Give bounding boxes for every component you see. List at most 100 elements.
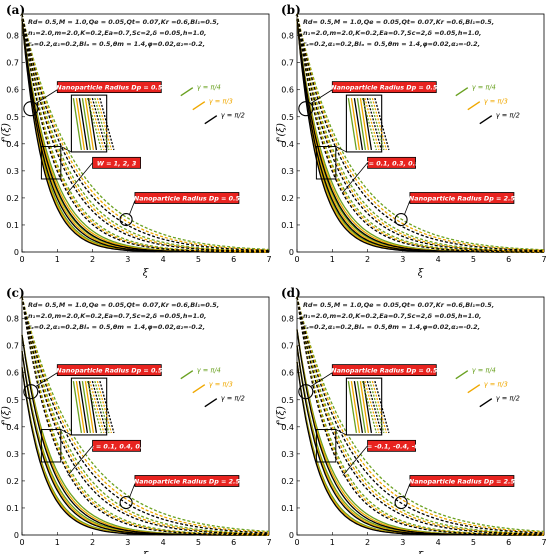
panel-a: 0 1 2 3 4 5 6 7 0 0.1 0.2 0.3 0.4 0.5 0.6 0.7 0.8 ξ f'(ξ) (… <box>1 3 272 279</box>
legend-swatch <box>180 370 194 380</box>
inset-connector <box>335 429 347 436</box>
dp-small-box <box>56 81 162 94</box>
series-line-dashed <box>21 13 270 252</box>
param-range-label: α₂ = 0.1, 0.4, 0.7 <box>86 442 147 450</box>
leader-line <box>129 483 136 498</box>
series-line-dashed <box>296 296 545 535</box>
inset-lines <box>347 97 390 151</box>
inset-line <box>374 380 390 434</box>
y-tick-label: 0.1 <box>6 504 19 513</box>
leader-line <box>310 372 333 387</box>
y-tick-label: 0.5 <box>6 113 19 122</box>
legend: γ = π/4 γ = π/3 γ = π/2 <box>180 84 245 125</box>
inset-line <box>361 97 378 151</box>
y-tick-label: 0.3 <box>281 450 294 459</box>
y-tick-label: 0.6 <box>281 369 294 378</box>
y-axis-label: f'(ξ) <box>1 123 12 144</box>
series-line-dashed <box>296 13 544 252</box>
x-tick-label: 4 <box>161 255 166 264</box>
series-line-dashed <box>296 296 545 533</box>
series-line-solid <box>21 367 269 536</box>
leader-line <box>67 162 93 193</box>
inset-connector <box>60 146 72 153</box>
x-axis-label: ξ <box>418 268 424 279</box>
x-tick-label: 7 <box>266 538 271 547</box>
marker-circle <box>298 101 314 117</box>
x-tick-label: 2 <box>365 538 370 547</box>
y-tick-label: 0.4 <box>281 423 294 432</box>
inset-line <box>72 381 83 434</box>
dp-large-label: Nanoparticle Radius Dp = 2.5 <box>409 195 516 203</box>
inset-line <box>359 98 370 151</box>
y-tick-label: 0.7 <box>6 59 19 68</box>
series-line-dashed <box>21 296 269 536</box>
dp-small-label: Nanoparticle Radius Dp = 0.5 <box>56 84 163 92</box>
leader-line <box>129 200 136 215</box>
y-tick-label: 0.6 <box>281 86 294 95</box>
marker-circle <box>119 495 133 510</box>
y-tick-label: 0.3 <box>6 167 19 176</box>
inset-line <box>78 381 89 434</box>
x-tick-label: 5 <box>196 255 201 264</box>
marker-circle <box>119 212 133 227</box>
inset-line <box>356 381 367 434</box>
y-tick-label: 0.8 <box>6 315 19 324</box>
inset-line <box>371 97 388 151</box>
x-tick-label: 1 <box>330 538 335 547</box>
series-line-dashed <box>296 13 545 251</box>
legend-swatch <box>204 398 218 408</box>
dp-large-label: Nanoparticle Radius Dp = 2.5 <box>409 478 516 486</box>
y-tick-label: 0.7 <box>281 59 294 68</box>
series-line-dashed <box>21 13 269 253</box>
series-line-dashed <box>21 13 269 253</box>
inset-line <box>91 97 108 151</box>
y-tick-label: 0.7 <box>281 342 294 351</box>
dp-small-box <box>331 364 437 377</box>
leader-line <box>35 89 58 104</box>
series-line-dashed <box>296 13 544 253</box>
x-tick-label: 2 <box>365 255 370 264</box>
y-tick-label: 0.2 <box>281 194 294 203</box>
y-tick-label: 0 <box>289 248 294 257</box>
y-tick-label: 0.2 <box>6 477 19 486</box>
series-line-dashed <box>296 13 544 253</box>
inset-line <box>78 98 89 151</box>
param-line: n₁=2.0,m=2.0,K=0.2,Ea=0.7,Sc=2,δ =0.05,h… <box>28 29 207 37</box>
dp-large-box <box>409 192 515 204</box>
series-line-dashed <box>296 296 545 533</box>
legend-swatch <box>467 384 481 394</box>
x-tick-label: 1 <box>330 255 335 264</box>
x-tick-label: 0 <box>19 538 24 547</box>
leader-line <box>35 372 58 387</box>
inset-line <box>353 98 364 151</box>
x-tick-label: 7 <box>541 255 546 264</box>
legend-label: γ = π/4 <box>472 367 496 375</box>
inset-lines <box>347 380 390 434</box>
y-tick-label: 0.4 <box>6 140 19 149</box>
inset-line <box>347 98 358 151</box>
x-axis-label: ξ <box>143 551 149 554</box>
inset-line <box>81 98 92 151</box>
legend: γ = π/4 γ = π/3 γ = π/2 <box>455 84 520 125</box>
param-range-label: α₂ = -0.1, -0.4, -0.7 <box>357 442 426 450</box>
inset-line <box>89 97 105 151</box>
y-tick-label: 0.8 <box>281 32 294 41</box>
param-line: n₁=2.0,m=2.0,K=0.2,Ea=0.7,Sc=2,δ =0.05,h… <box>28 312 207 320</box>
plot-area <box>21 13 270 253</box>
x-tick-label: 6 <box>506 538 511 547</box>
legend-label: γ = π/3 <box>209 381 233 389</box>
marker-circle <box>23 101 39 117</box>
dp-small-label: Nanoparticle Radius Dp = 0.5 <box>331 84 438 92</box>
y-tick-label: 0.4 <box>281 140 294 149</box>
y-tick-label: 0.1 <box>281 221 294 230</box>
dp-small-label: Nanoparticle Radius Dp = 0.5 <box>331 367 438 375</box>
series-line-dashed <box>21 296 270 533</box>
inset-line <box>374 97 390 151</box>
legend-swatch <box>455 370 469 380</box>
x-tick-label: 3 <box>125 255 130 264</box>
legend-label: γ = π/3 <box>484 98 508 106</box>
y-tick-label: 0.2 <box>281 477 294 486</box>
inset-line <box>364 380 380 434</box>
inset-line <box>84 381 95 434</box>
dp-large-box <box>134 192 240 204</box>
